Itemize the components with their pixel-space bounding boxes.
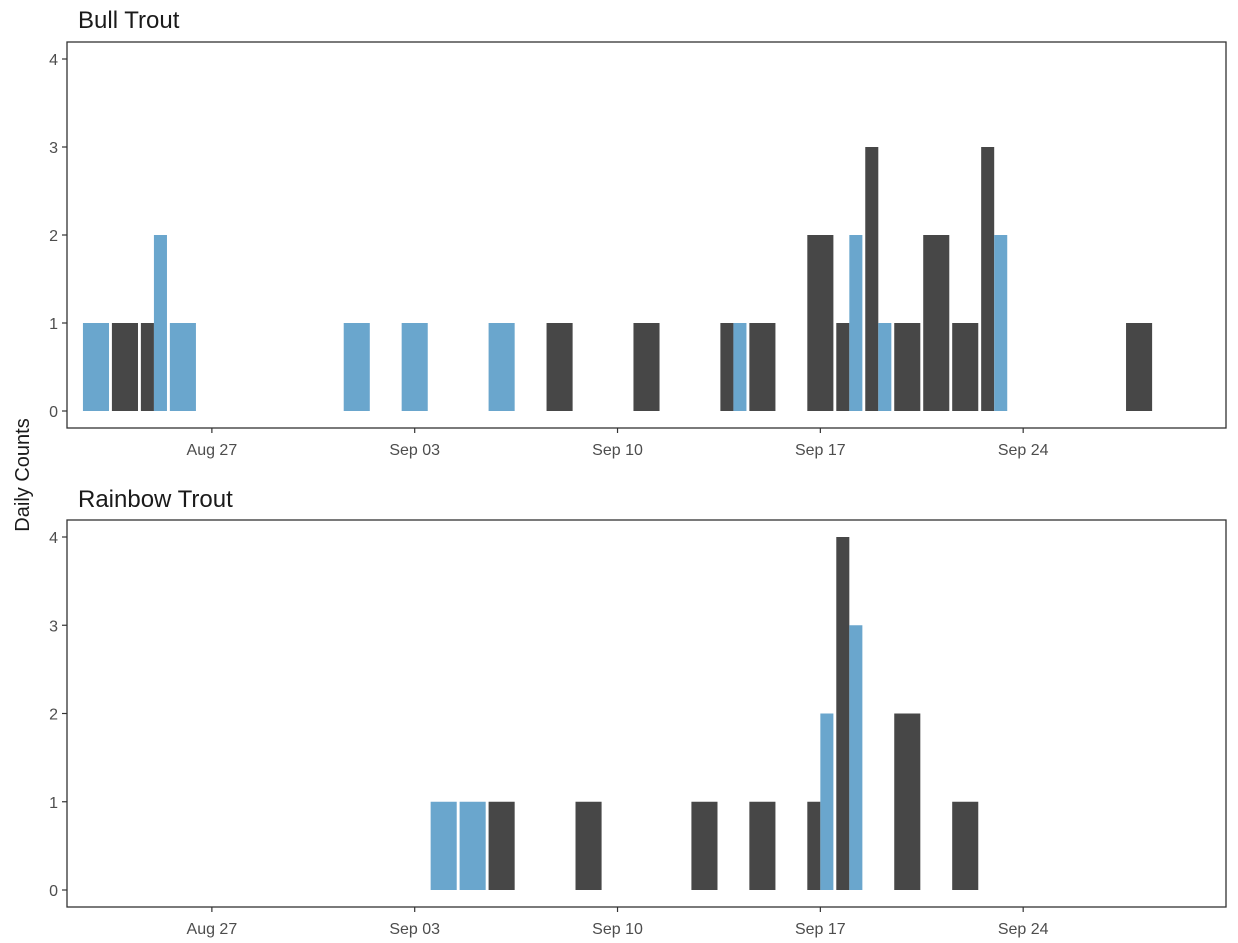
bar <box>923 235 950 411</box>
y-tick-label: 4 <box>49 530 58 547</box>
x-tick-label: Sep 24 <box>998 442 1049 459</box>
x-tick-label: Aug 27 <box>187 921 238 938</box>
x-tick-label: Sep 03 <box>389 921 440 938</box>
bar <box>749 323 776 411</box>
bar <box>807 235 834 411</box>
y-tick-label: 3 <box>49 618 58 635</box>
y-tick-label: 0 <box>49 404 58 421</box>
x-tick-label: Sep 17 <box>795 921 846 938</box>
bar <box>691 801 718 890</box>
y-tick-label: 1 <box>49 795 58 812</box>
bar <box>878 323 892 411</box>
bar <box>836 537 850 890</box>
bar <box>981 147 995 411</box>
y-tick-label: 2 <box>49 707 58 724</box>
y-tick-label: 4 <box>49 52 58 69</box>
bar <box>849 235 863 411</box>
panel-1: Bull Trout 0 1 2 3 4 Aug 27 Sep 03 Sep 10 Sep 17 S… <box>49 7 1227 459</box>
panel-title: Rainbow Trout <box>78 486 233 513</box>
panel-2: Rainbow Trout 0 1 2 3 4 Aug 27 Sep 03 Sep 10 Sep … <box>49 486 1227 938</box>
bar <box>488 801 515 890</box>
y-axis-title: Daily Counts <box>12 418 34 531</box>
bar <box>820 713 834 890</box>
bar <box>488 323 515 411</box>
bar <box>575 801 602 890</box>
y-tick-label: 2 <box>49 228 58 245</box>
bar <box>952 323 979 411</box>
bar <box>169 323 196 411</box>
bar <box>865 147 879 411</box>
bar <box>140 323 154 411</box>
bar <box>343 323 370 411</box>
bar <box>733 323 747 411</box>
y-tick-label: 0 <box>49 883 58 900</box>
x-tick-label: Sep 10 <box>592 921 643 938</box>
y-tick-label: 1 <box>49 316 58 333</box>
bar <box>633 323 660 411</box>
bar <box>836 323 850 411</box>
bar <box>1126 323 1153 411</box>
panel-title: Bull Trout <box>78 7 180 34</box>
bar <box>994 235 1008 411</box>
x-tick-label: Sep 03 <box>389 442 440 459</box>
bar <box>401 323 428 411</box>
bar <box>952 801 979 890</box>
bar <box>720 323 734 411</box>
bar <box>82 323 110 411</box>
bar <box>153 235 167 411</box>
x-tick-label: Sep 24 <box>998 921 1049 938</box>
x-tick-label: Sep 10 <box>592 442 643 459</box>
bar <box>546 323 573 411</box>
bar <box>807 801 821 890</box>
bar <box>749 801 776 890</box>
x-tick-label: Aug 27 <box>187 442 238 459</box>
bar <box>111 323 138 411</box>
y-tick-label: 3 <box>49 140 58 157</box>
bar <box>430 801 457 890</box>
bar <box>459 801 486 890</box>
bar <box>849 625 863 890</box>
bar <box>894 323 921 411</box>
bar <box>894 713 921 890</box>
panel-border <box>66 519 1227 908</box>
x-tick-label: Sep 17 <box>795 442 846 459</box>
